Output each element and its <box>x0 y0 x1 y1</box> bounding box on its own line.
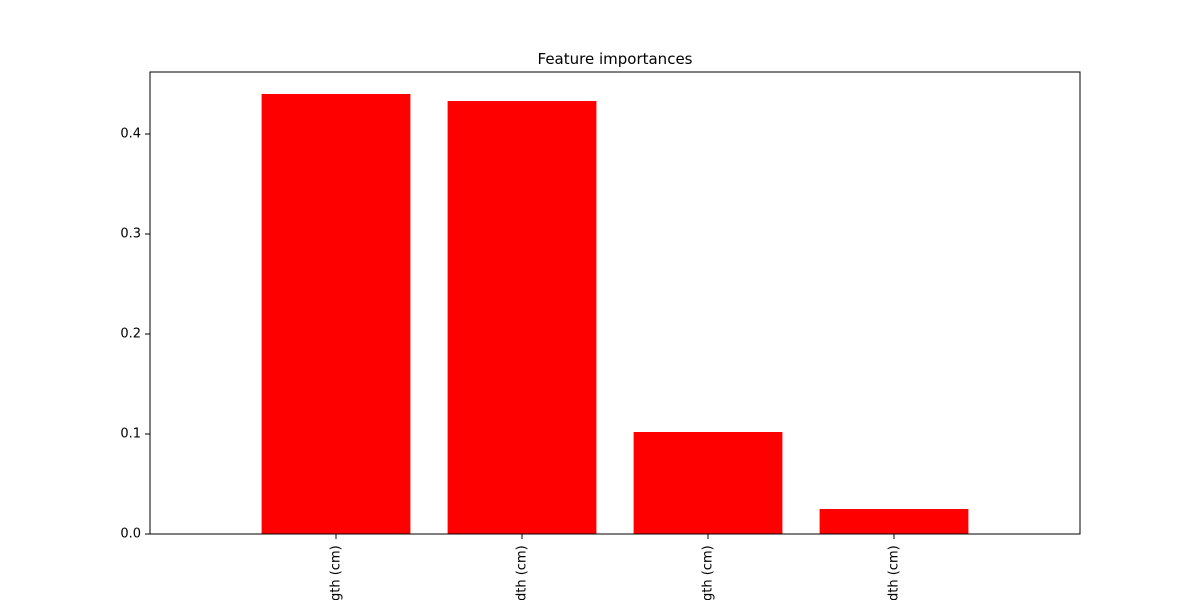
y-tick-label: 0.4 <box>120 127 141 142</box>
bar <box>633 432 783 534</box>
x-tick-label: dth (cm) <box>887 545 902 600</box>
y-tick-label: 0.3 <box>120 227 141 242</box>
plot-frame <box>149 71 1081 535</box>
x-tick-label: gth (cm) <box>329 545 344 600</box>
y-tick-label: 0.0 <box>120 527 141 542</box>
chart-title: Feature importances <box>538 50 693 68</box>
y-tick-label: 0.2 <box>120 327 141 342</box>
bar <box>447 101 597 534</box>
x-tick-label: dth (cm) <box>515 545 530 600</box>
y-tick-label: 0.1 <box>120 427 141 442</box>
x-tick-label: gth (cm) <box>701 545 716 600</box>
bar <box>819 509 969 534</box>
bar <box>261 94 411 534</box>
